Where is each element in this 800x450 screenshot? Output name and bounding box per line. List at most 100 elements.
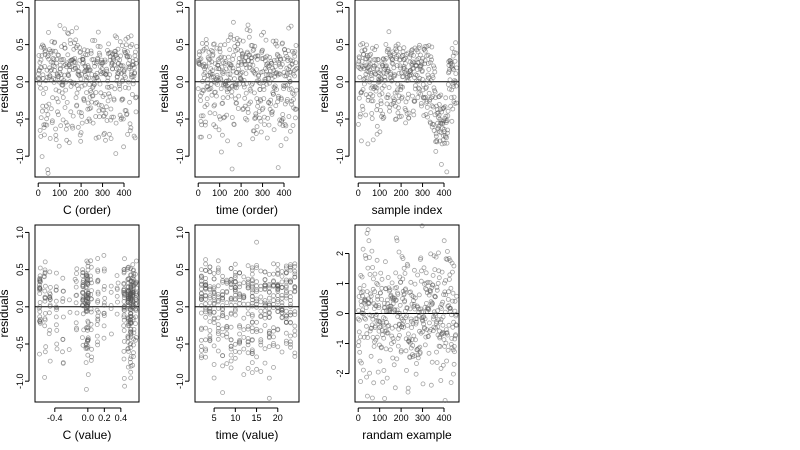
data-point [215, 328, 221, 334]
data-point [203, 285, 209, 291]
data-point [92, 82, 97, 87]
data-point [454, 293, 460, 299]
data-point [121, 312, 127, 318]
data-point [211, 362, 217, 367]
data-point [426, 67, 432, 72]
data-point [440, 322, 446, 328]
data-point [237, 291, 243, 297]
data-point [453, 71, 459, 76]
data-point [85, 290, 91, 296]
data-point [229, 89, 235, 95]
data-point [207, 269, 213, 275]
data-point [244, 81, 249, 86]
data-point [133, 321, 138, 327]
data-point [258, 369, 264, 374]
data-point [417, 52, 423, 58]
data-point [423, 270, 429, 276]
x-tick-label: 0.2 [98, 413, 111, 423]
data-point [428, 54, 434, 60]
data-point [271, 364, 276, 370]
data-point [380, 379, 386, 385]
data-point [228, 358, 234, 364]
data-point [207, 295, 213, 301]
data-point [66, 31, 71, 37]
data-point [453, 83, 459, 89]
data-point [115, 280, 121, 286]
data-point [269, 60, 275, 66]
data-point [386, 29, 392, 35]
y-tick-label: -1.0 [15, 148, 25, 164]
data-point [394, 63, 400, 68]
data-point [288, 290, 293, 296]
scatter-panel: 0 100 200 300 400 sample index -1.0 -0.5 0.0 0.5 1… [317, 0, 460, 217]
data-point [101, 335, 107, 341]
data-point [405, 95, 411, 101]
data-point [391, 362, 397, 368]
data-point [232, 312, 238, 318]
data-point [445, 108, 451, 114]
data-point [266, 300, 272, 306]
data-point [407, 306, 413, 312]
data-point [54, 341, 60, 347]
data-point [131, 326, 137, 332]
data-point [271, 261, 276, 267]
data-point [387, 287, 393, 293]
data-point [127, 128, 133, 134]
data-point [359, 274, 365, 280]
data-point [131, 65, 137, 71]
data-point [440, 299, 446, 305]
data-point [221, 115, 227, 121]
data-point [195, 86, 201, 92]
data-point [83, 360, 89, 366]
data-point [50, 48, 56, 54]
data-point [400, 256, 406, 261]
data-point [224, 323, 230, 329]
data-point [444, 169, 450, 175]
data-point [49, 67, 54, 73]
data-point [77, 132, 83, 138]
data-point [122, 48, 127, 53]
data-point [444, 130, 450, 136]
x-axis-label: randam example [362, 428, 452, 442]
data-point [237, 331, 243, 337]
data-point [85, 260, 91, 266]
data-point [449, 312, 454, 318]
data-point [53, 304, 59, 310]
data-point [42, 349, 48, 355]
data-point [207, 293, 213, 299]
data-point [77, 45, 82, 50]
data-point [251, 90, 257, 96]
data-point [395, 110, 401, 116]
data-point [432, 95, 438, 101]
data-point [101, 252, 107, 258]
data-point [429, 300, 435, 306]
data-point [386, 46, 392, 52]
data-point [88, 309, 94, 315]
data-point [85, 267, 91, 273]
data-point [94, 75, 100, 81]
data-point [356, 339, 362, 345]
scatter-panel: 5 10 15 20 time (value) -1.0 -0.5 0.0 0.5 1.0 resi… [157, 224, 300, 442]
data-point [220, 292, 226, 298]
data-point [201, 88, 207, 94]
data-point [36, 53, 42, 58]
data-point [66, 73, 72, 79]
data-point [54, 327, 60, 333]
data-point [263, 76, 269, 82]
data-point [237, 142, 243, 148]
data-point [117, 83, 122, 89]
data-point [216, 114, 222, 120]
data-point [42, 316, 48, 322]
data-point [133, 57, 139, 63]
data-point [370, 137, 376, 143]
data-points [198, 239, 298, 401]
data-point [367, 79, 373, 85]
data-point [37, 76, 43, 82]
data-point [404, 305, 410, 311]
data-point [292, 328, 298, 334]
data-point [233, 85, 239, 91]
data-point [396, 70, 402, 76]
data-point [231, 122, 237, 128]
x-tick-label: 300 [415, 188, 430, 198]
